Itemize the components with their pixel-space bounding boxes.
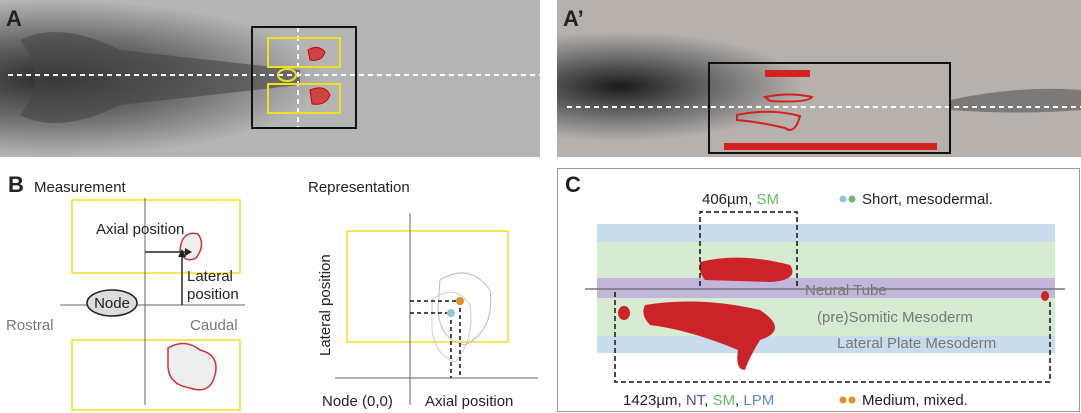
label: position	[187, 286, 239, 303]
outline	[438, 273, 491, 345]
label: Axial position	[96, 221, 184, 238]
layer-label: Lateral Plate Mesoderm	[837, 335, 996, 352]
label: Caudal	[190, 317, 238, 334]
bar	[724, 143, 937, 150]
text: SM	[713, 392, 736, 409]
figure: A A’ B Measurement Node Axial position L…	[0, 0, 1081, 413]
text: SM	[757, 191, 780, 208]
measure: 1423µm, NT, SM, LPM	[623, 392, 774, 409]
text: NT	[686, 392, 706, 409]
legend-label: Medium, mixed.	[862, 392, 968, 409]
text: ,	[704, 392, 712, 409]
text: LPM	[743, 392, 774, 409]
axis-title: Node (0,0)	[322, 393, 393, 410]
legend-dot	[840, 397, 847, 404]
region	[618, 306, 630, 320]
label: Lateral	[187, 268, 233, 285]
layer-label: Neural Tube	[805, 282, 887, 299]
panel-b: B Measurement Node Axial position Latera…	[6, 172, 538, 410]
axis-title: Axial position	[425, 393, 513, 410]
layer-label: (pre)Somitic Mesoderm	[817, 309, 973, 326]
label: Rostral	[6, 317, 54, 334]
photo	[557, 0, 1081, 157]
dot	[447, 309, 455, 317]
panel-label: A	[6, 6, 22, 31]
panel-c: C 406µm, SM 1423µm, NT, SM, LPM Short, m…	[558, 169, 1080, 412]
band	[597, 242, 1055, 278]
axis-title: Lateral position	[317, 254, 334, 356]
subtitle: Representation	[308, 179, 410, 196]
legend-dot	[849, 196, 856, 203]
dot	[456, 297, 464, 305]
panel-label: A’	[563, 6, 584, 31]
subtitle: Measurement	[34, 179, 127, 196]
measure: 406µm, SM	[702, 191, 779, 208]
bar	[765, 70, 810, 77]
panel-label: B	[8, 172, 24, 197]
text: 406µm,	[702, 191, 757, 208]
region	[168, 343, 216, 389]
panel-label: C	[565, 172, 581, 197]
band	[597, 224, 1055, 242]
text: ,	[735, 392, 743, 409]
box	[347, 231, 508, 342]
panel-a-prime: A’	[557, 0, 1081, 157]
text: 1423µm,	[623, 392, 686, 409]
label: Node	[94, 295, 130, 312]
panel-a: A	[0, 0, 540, 157]
legend-label: Short, mesodermal.	[862, 191, 993, 208]
legend-dot	[849, 397, 856, 404]
legend-dot	[840, 196, 847, 203]
region	[1041, 291, 1049, 301]
